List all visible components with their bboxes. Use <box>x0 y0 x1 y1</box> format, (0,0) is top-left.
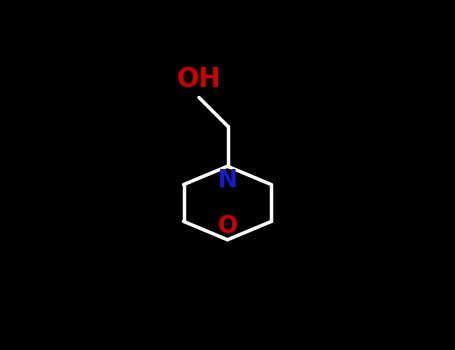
Text: O: O <box>217 214 238 238</box>
Text: N: N <box>217 168 238 192</box>
Text: OH: OH <box>177 67 221 93</box>
